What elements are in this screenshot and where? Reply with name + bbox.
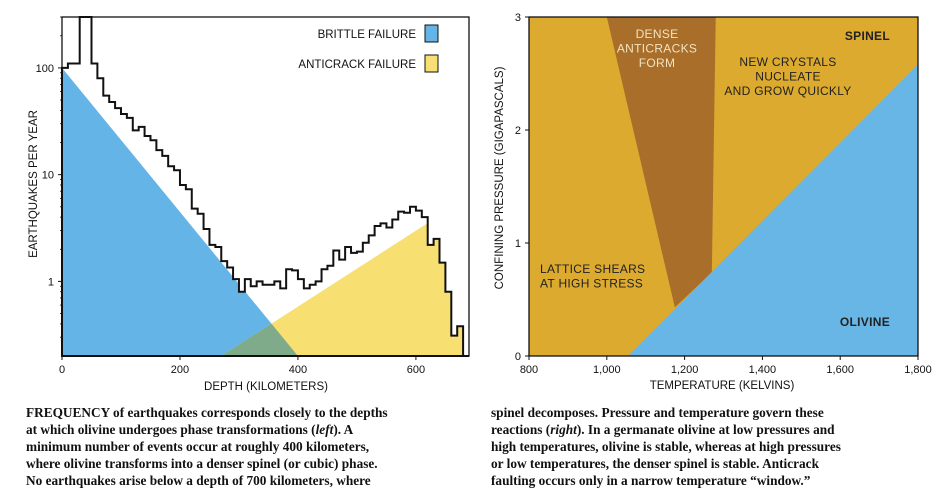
left-x-axis-label: DEPTH (KILOMETERS) bbox=[204, 381, 328, 393]
x-tick-label: 1,400 bbox=[749, 364, 777, 376]
x-tick-label: 1,000 bbox=[593, 364, 621, 376]
region-label-lattice-shears: AT HIGH STRESS bbox=[540, 277, 643, 291]
right-plot-frame bbox=[528, 16, 919, 357]
x-tick-label: 200 bbox=[171, 364, 189, 376]
caption-right-line: spinel decomposes. Pressure and temperat… bbox=[491, 405, 824, 420]
region-label-dense-anticracks: FORM bbox=[639, 56, 676, 70]
caption-left-line: minimum number of events occur at roughl… bbox=[26, 439, 370, 454]
y-tick-label: 3 bbox=[515, 12, 521, 24]
right-y-axis-label: CONFINING PRESSURE (GIGAPASCALS) bbox=[494, 66, 506, 289]
legend-label-anticrack: ANTICRACK FAILURE bbox=[298, 59, 416, 71]
histogram-outline bbox=[61, 16, 469, 357]
caption-left-line: FREQUENCY of earthquakes corresponds clo… bbox=[26, 405, 388, 420]
anticrack-failure-area bbox=[221, 211, 469, 356]
region-label-dense-anticracks: ANTICRACKS bbox=[617, 42, 697, 56]
caption-right-line: high temperatures, olivine is stable, wh… bbox=[491, 439, 841, 454]
x-tick-label: 400 bbox=[289, 364, 307, 376]
caption-left-line: No earthquakes arise below a depth of 70… bbox=[26, 473, 371, 488]
region-label-olivine: OLIVINE bbox=[840, 315, 890, 329]
y-tick-label: 1 bbox=[515, 238, 521, 250]
olivine-region bbox=[628, 64, 918, 357]
y-tick-label: 100 bbox=[36, 63, 54, 75]
legend-swatch-brittle bbox=[424, 24, 439, 43]
region-label-dense-anticracks: DENSE bbox=[636, 27, 679, 41]
x-tick-label: 0 bbox=[59, 364, 65, 376]
region-label-new-crystals: NUCLEATE bbox=[755, 70, 821, 84]
region-label-new-crystals: AND GROW QUICKLY bbox=[724, 84, 851, 98]
anticrack-window-region bbox=[606, 17, 716, 308]
caption-right-line: reactions (right). In a germanate olivin… bbox=[491, 422, 835, 437]
region-label-lattice-shears: LATTICE SHEARS bbox=[540, 262, 645, 276]
y-tick-label: 2 bbox=[515, 125, 521, 137]
x-tick-label: 1,800 bbox=[904, 364, 932, 376]
earthquake-frequency-chart: 0 200 400 600 1 10 100 BRITTLE FAILURE ANTICRA… bbox=[28, 16, 470, 393]
caption-left-line: where olivine transforms into a denser s… bbox=[26, 456, 378, 471]
phase-diagram-chart: 800 1,000 1,200 1,400 1,600 1,800 0 1 2 3 SPINEL O… bbox=[494, 12, 932, 392]
caption-right-line: faulting occurs only in a narrow tempera… bbox=[491, 473, 811, 488]
x-tick-label: 1,600 bbox=[826, 364, 854, 376]
left-plot-frame bbox=[61, 16, 470, 357]
left-y-axis-label: EARTHQUAKES PER YEAR bbox=[28, 110, 40, 258]
legend-label-brittle: BRITTLE FAILURE bbox=[318, 29, 417, 41]
right-x-axis-label: TEMPERATURE (KELVINS) bbox=[650, 380, 795, 392]
x-tick-label: 800 bbox=[520, 364, 538, 376]
y-tick-label: 1 bbox=[48, 276, 54, 288]
brittle-failure-area bbox=[62, 67, 298, 356]
caption-left-line: at which olivine undergoes phase transfo… bbox=[26, 422, 354, 437]
y-tick-label: 10 bbox=[42, 170, 54, 182]
y-tick-label: 0 bbox=[515, 351, 521, 363]
region-label-new-crystals: NEW CRYSTALS bbox=[739, 55, 836, 69]
caption-right: spinel decomposes. Pressure and temperat… bbox=[491, 404, 936, 489]
x-tick-label: 1,200 bbox=[671, 364, 699, 376]
caption-left: FREQUENCY of earthquakes corresponds clo… bbox=[26, 404, 471, 489]
region-label-spinel: SPINEL bbox=[845, 29, 890, 43]
x-tick-label: 600 bbox=[407, 364, 425, 376]
caption-right-line: or low temperatures, the denser spinel i… bbox=[491, 456, 819, 471]
legend-swatch-anticrack bbox=[424, 54, 439, 73]
